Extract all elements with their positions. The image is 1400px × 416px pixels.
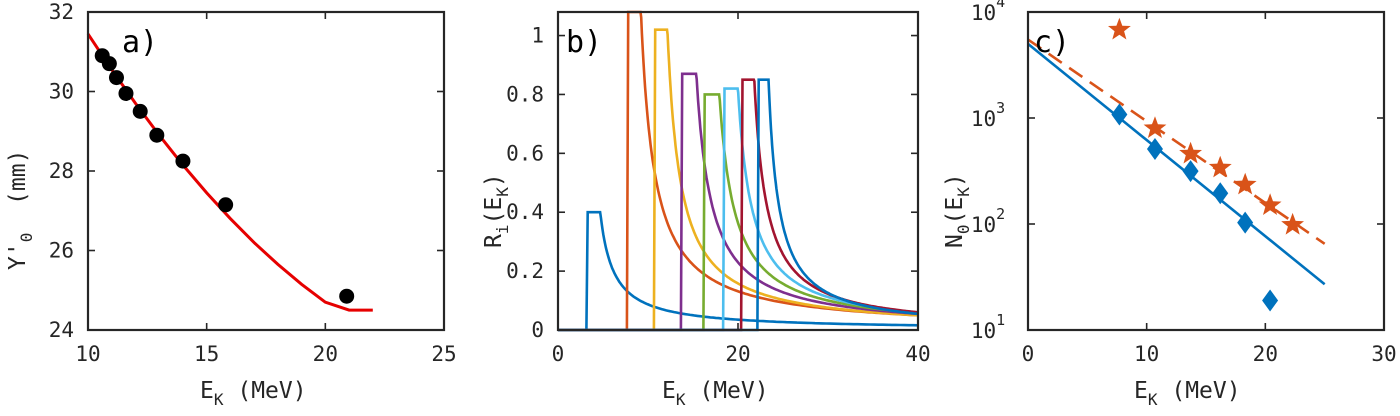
panel-a-ylabel: Y'0 (mm) xyxy=(5,150,36,270)
diamond-point xyxy=(1262,289,1279,312)
panel-c: 0 10 20 30 101 102 103 104 c) EK (MeV) N0(EK) xyxy=(942,0,1397,409)
panel-a-plot-area xyxy=(86,33,373,312)
panel-b-ylabel: Ri(EK) xyxy=(481,173,512,248)
data-point xyxy=(132,103,148,119)
data-point xyxy=(218,197,234,213)
star-point xyxy=(1143,116,1167,138)
panel-a-ytick-label: 30 xyxy=(49,80,74,104)
panel-c-axes-box xyxy=(1026,10,1386,332)
star-point xyxy=(1108,17,1131,40)
diamond-point xyxy=(1212,182,1229,205)
panel-c-ytick-exponent: 4 xyxy=(996,0,1005,11)
panel-c-xtick-label: 30 xyxy=(1371,342,1396,366)
panel-b-plot-area xyxy=(558,10,919,332)
series-line-6 xyxy=(558,87,919,332)
panel-b-ytick-label: 1 xyxy=(531,24,544,48)
panel-c-xtick-label: 0 xyxy=(1022,342,1035,366)
star-point xyxy=(1208,155,1232,178)
fit-curve xyxy=(86,33,373,312)
data-point xyxy=(101,56,117,72)
data-point xyxy=(149,127,165,143)
panel-b-xlabel: EK (MeV) xyxy=(662,378,769,409)
panel-b-ytick-label: 0.4 xyxy=(506,200,544,224)
diamond-point xyxy=(1146,137,1163,160)
panel-a: 10 15 20 25 24 26 28 30 32 a) EK (MeV) Y'0 (mm) xyxy=(5,0,457,409)
panel-b-xtick-label: 0 xyxy=(552,342,565,366)
panel-a-xtick-label: 15 xyxy=(194,342,219,366)
panel-c-xtick-label: 10 xyxy=(1134,342,1159,366)
series-line-8 xyxy=(558,78,919,332)
panel-c-ytick-label: 102 xyxy=(971,205,1005,237)
panel-c-xtick-label: 20 xyxy=(1253,342,1278,366)
panel-b: 0 20 40 0 0.2 0.4 0.6 0.8 1 b) EK (MeV) Ri(EK) xyxy=(481,10,931,409)
data-point xyxy=(108,70,124,86)
panel-a-label: a) xyxy=(122,25,158,60)
panel-c-ytick-label: 103 xyxy=(971,99,1005,131)
panel-a-ytick-label: 28 xyxy=(49,159,74,183)
panel-a-ytick-label: 24 xyxy=(49,318,74,342)
panel-b-xtick-label: 20 xyxy=(725,342,750,366)
star-point xyxy=(1281,212,1304,235)
panel-c-label: c) xyxy=(1034,25,1070,60)
fit-line-dashed xyxy=(1027,38,1326,245)
panel-b-ytick-label: 0 xyxy=(531,318,544,342)
panel-a-xtick-label: 25 xyxy=(431,342,456,366)
panel-b-ytick-label: 0.6 xyxy=(506,141,544,165)
panel-b-xtick-label: 40 xyxy=(905,342,930,366)
panel-c-ylabel: N0(EK) xyxy=(942,173,973,248)
panel-b-ticks: 0 20 40 0 0.2 0.4 0.6 0.8 1 xyxy=(506,12,931,366)
panel-c-plot-area xyxy=(1027,17,1326,312)
panel-a-ticks: 10 15 20 25 24 26 28 30 32 xyxy=(49,0,457,366)
data-point xyxy=(339,288,355,304)
star-point xyxy=(1258,193,1282,215)
fit-line-solid xyxy=(1027,42,1326,286)
diamond-point xyxy=(1111,103,1128,126)
series-line-5 xyxy=(558,93,919,332)
star-point xyxy=(1233,172,1257,195)
series-line-1 xyxy=(558,210,919,332)
panel-a-xtick-label: 10 xyxy=(75,342,100,366)
panel-a-ytick-label: 32 xyxy=(49,0,74,24)
data-point xyxy=(175,153,191,169)
diamond-point xyxy=(1237,211,1254,234)
panel-b-label: b) xyxy=(566,25,602,60)
series-line-4 xyxy=(558,72,919,332)
series-line-3 xyxy=(558,28,919,332)
panel-a-xlabel: EK (MeV) xyxy=(200,378,307,409)
panel-c-xlabel: EK (MeV) xyxy=(1134,378,1241,409)
diamond-point xyxy=(1182,160,1199,183)
panel-c-ytick-exponent: 1 xyxy=(996,311,1005,329)
panel-c-ytick-label: 101 xyxy=(971,311,1005,343)
panel-b-ytick-label: 0.8 xyxy=(506,82,544,106)
panel-a-xtick-label: 20 xyxy=(313,342,338,366)
panel-c-ytick-label: 104 xyxy=(971,0,1005,25)
panel-c-ytick-exponent: 2 xyxy=(996,205,1005,223)
panel-a-ytick-label: 26 xyxy=(49,239,74,263)
panel-b-ytick-label: 0.2 xyxy=(506,259,544,283)
panel-c-ytick-exponent: 3 xyxy=(996,99,1005,117)
data-point xyxy=(118,85,134,101)
star-point xyxy=(1179,141,1202,164)
